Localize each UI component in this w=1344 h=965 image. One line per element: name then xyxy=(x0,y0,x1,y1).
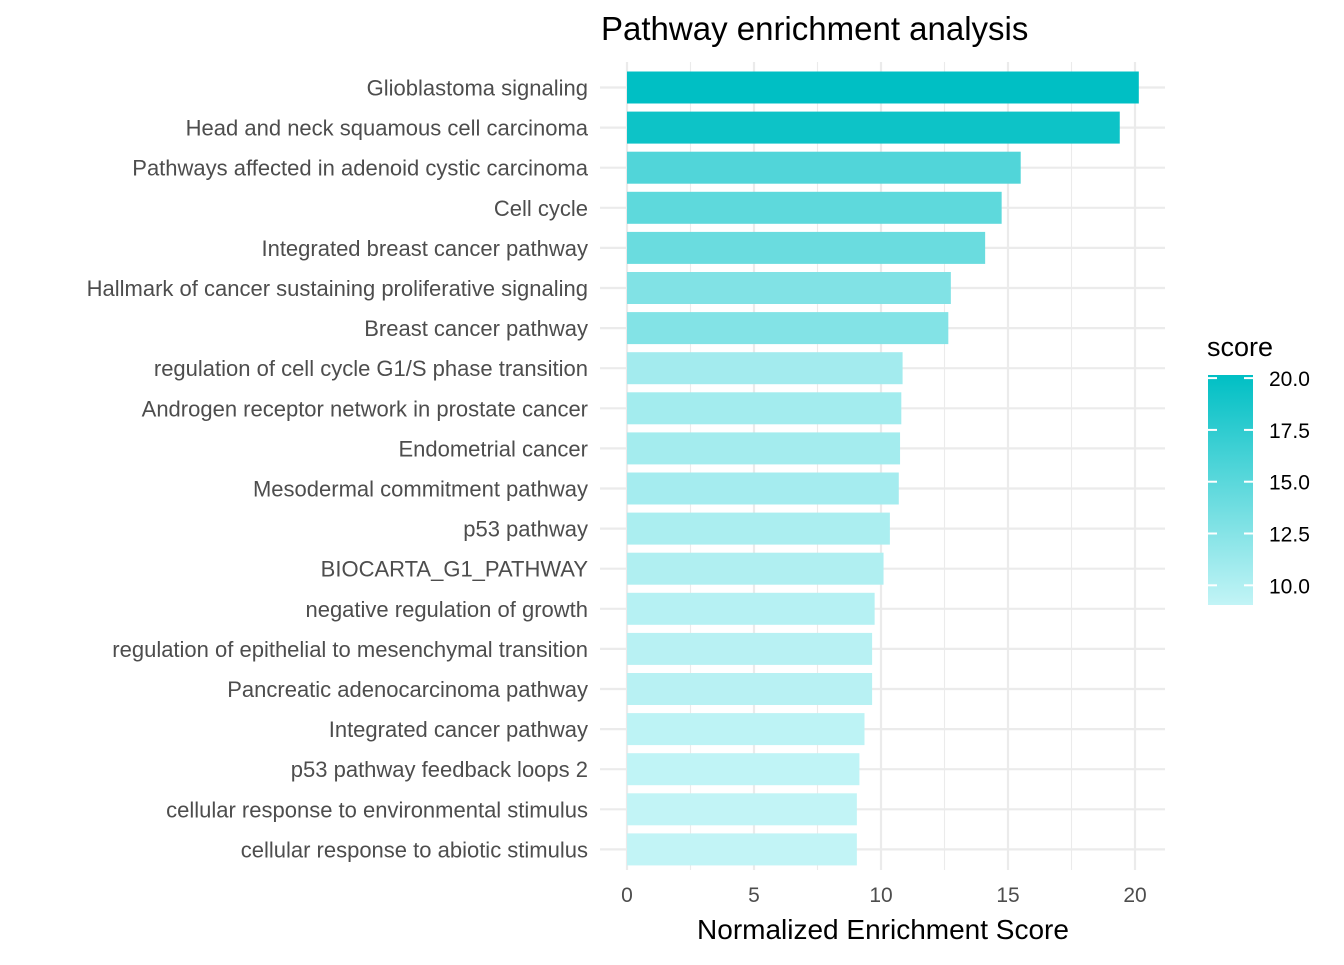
x-tick-label: 15 xyxy=(996,884,1019,907)
legend-tick-label: 17.5 xyxy=(1269,420,1310,443)
bar xyxy=(627,111,1120,144)
y-tick-label: Hallmark of cancer sustaining proliferat… xyxy=(87,276,588,301)
y-tick-label: Pathways affected in adenoid cystic carc… xyxy=(132,156,588,181)
y-tick-label: Integrated cancer pathway xyxy=(329,717,588,742)
color-legend: score 20.0 17.5 15.0 12.5 10.0 xyxy=(1207,332,1310,605)
legend-tick-label: 15.0 xyxy=(1269,472,1310,495)
legend-color-bar xyxy=(1208,375,1253,605)
y-tick-label: Glioblastoma signaling xyxy=(367,76,588,101)
bar xyxy=(627,352,903,385)
y-tick-labels: Glioblastoma signaling Head and neck squa… xyxy=(87,76,589,863)
y-tick-label: BIOCARTA_G1_PATHWAY xyxy=(321,557,589,582)
y-tick-label: regulation of cell cycle G1/S phase tran… xyxy=(154,356,588,381)
legend-tick-label: 10.0 xyxy=(1269,575,1310,598)
y-tick-label: Androgen receptor network in prostate ca… xyxy=(142,396,588,421)
bar xyxy=(627,472,899,505)
chart-title: Pathway enrichment analysis xyxy=(601,10,1028,47)
y-tick-label: negative regulation of growth xyxy=(305,597,588,622)
legend-tick-label: 20.0 xyxy=(1269,368,1310,391)
bar xyxy=(627,312,949,345)
x-tick-label: 0 xyxy=(621,884,633,907)
y-tick-label: Breast cancer pathway xyxy=(364,316,588,341)
x-axis-title: Normalized Enrichment Score xyxy=(697,914,1069,945)
x-tick-label: 10 xyxy=(869,884,892,907)
y-tick-label: Integrated breast cancer pathway xyxy=(261,236,588,261)
y-tick-label: Pancreatic adenocarcinoma pathway xyxy=(227,677,588,702)
x-tick-label: 5 xyxy=(748,884,760,907)
bar xyxy=(627,231,986,264)
y-tick-label: cellular response to environmental stimu… xyxy=(166,797,588,822)
y-tick-label: regulation of epithelial to mesenchymal … xyxy=(112,637,588,662)
bar xyxy=(627,793,857,826)
y-tick-label: cellular response to abiotic stimulus xyxy=(241,837,588,862)
x-tick-labels: 0 5 10 15 20 xyxy=(621,884,1147,907)
bar xyxy=(627,552,884,585)
y-tick-label: p53 pathway xyxy=(463,517,588,542)
legend-tick-label: 12.5 xyxy=(1269,524,1310,547)
bar xyxy=(627,632,873,665)
bar xyxy=(627,272,951,304)
bar xyxy=(627,392,902,425)
bar xyxy=(627,592,875,625)
y-tick-label: Mesodermal commitment pathway xyxy=(253,477,588,502)
bar xyxy=(627,833,857,866)
bar xyxy=(627,71,1139,104)
y-tick-label: Cell cycle xyxy=(494,196,588,221)
y-tick-label: Endometrial cancer xyxy=(398,436,588,461)
bar xyxy=(627,673,873,705)
bar xyxy=(627,191,1002,224)
bar-layer xyxy=(627,71,1139,866)
bar xyxy=(627,713,865,746)
bar xyxy=(627,512,890,545)
y-tick-label: Head and neck squamous cell carcinoma xyxy=(186,116,589,141)
bar xyxy=(627,151,1021,184)
legend-ticks: 20.0 17.5 15.0 12.5 10.0 xyxy=(1208,368,1310,598)
y-tick-label: p53 pathway feedback loops 2 xyxy=(291,757,588,782)
bar xyxy=(627,432,901,465)
x-tick-label: 20 xyxy=(1123,884,1146,907)
bar xyxy=(627,753,860,786)
legend-title: score xyxy=(1207,332,1273,362)
